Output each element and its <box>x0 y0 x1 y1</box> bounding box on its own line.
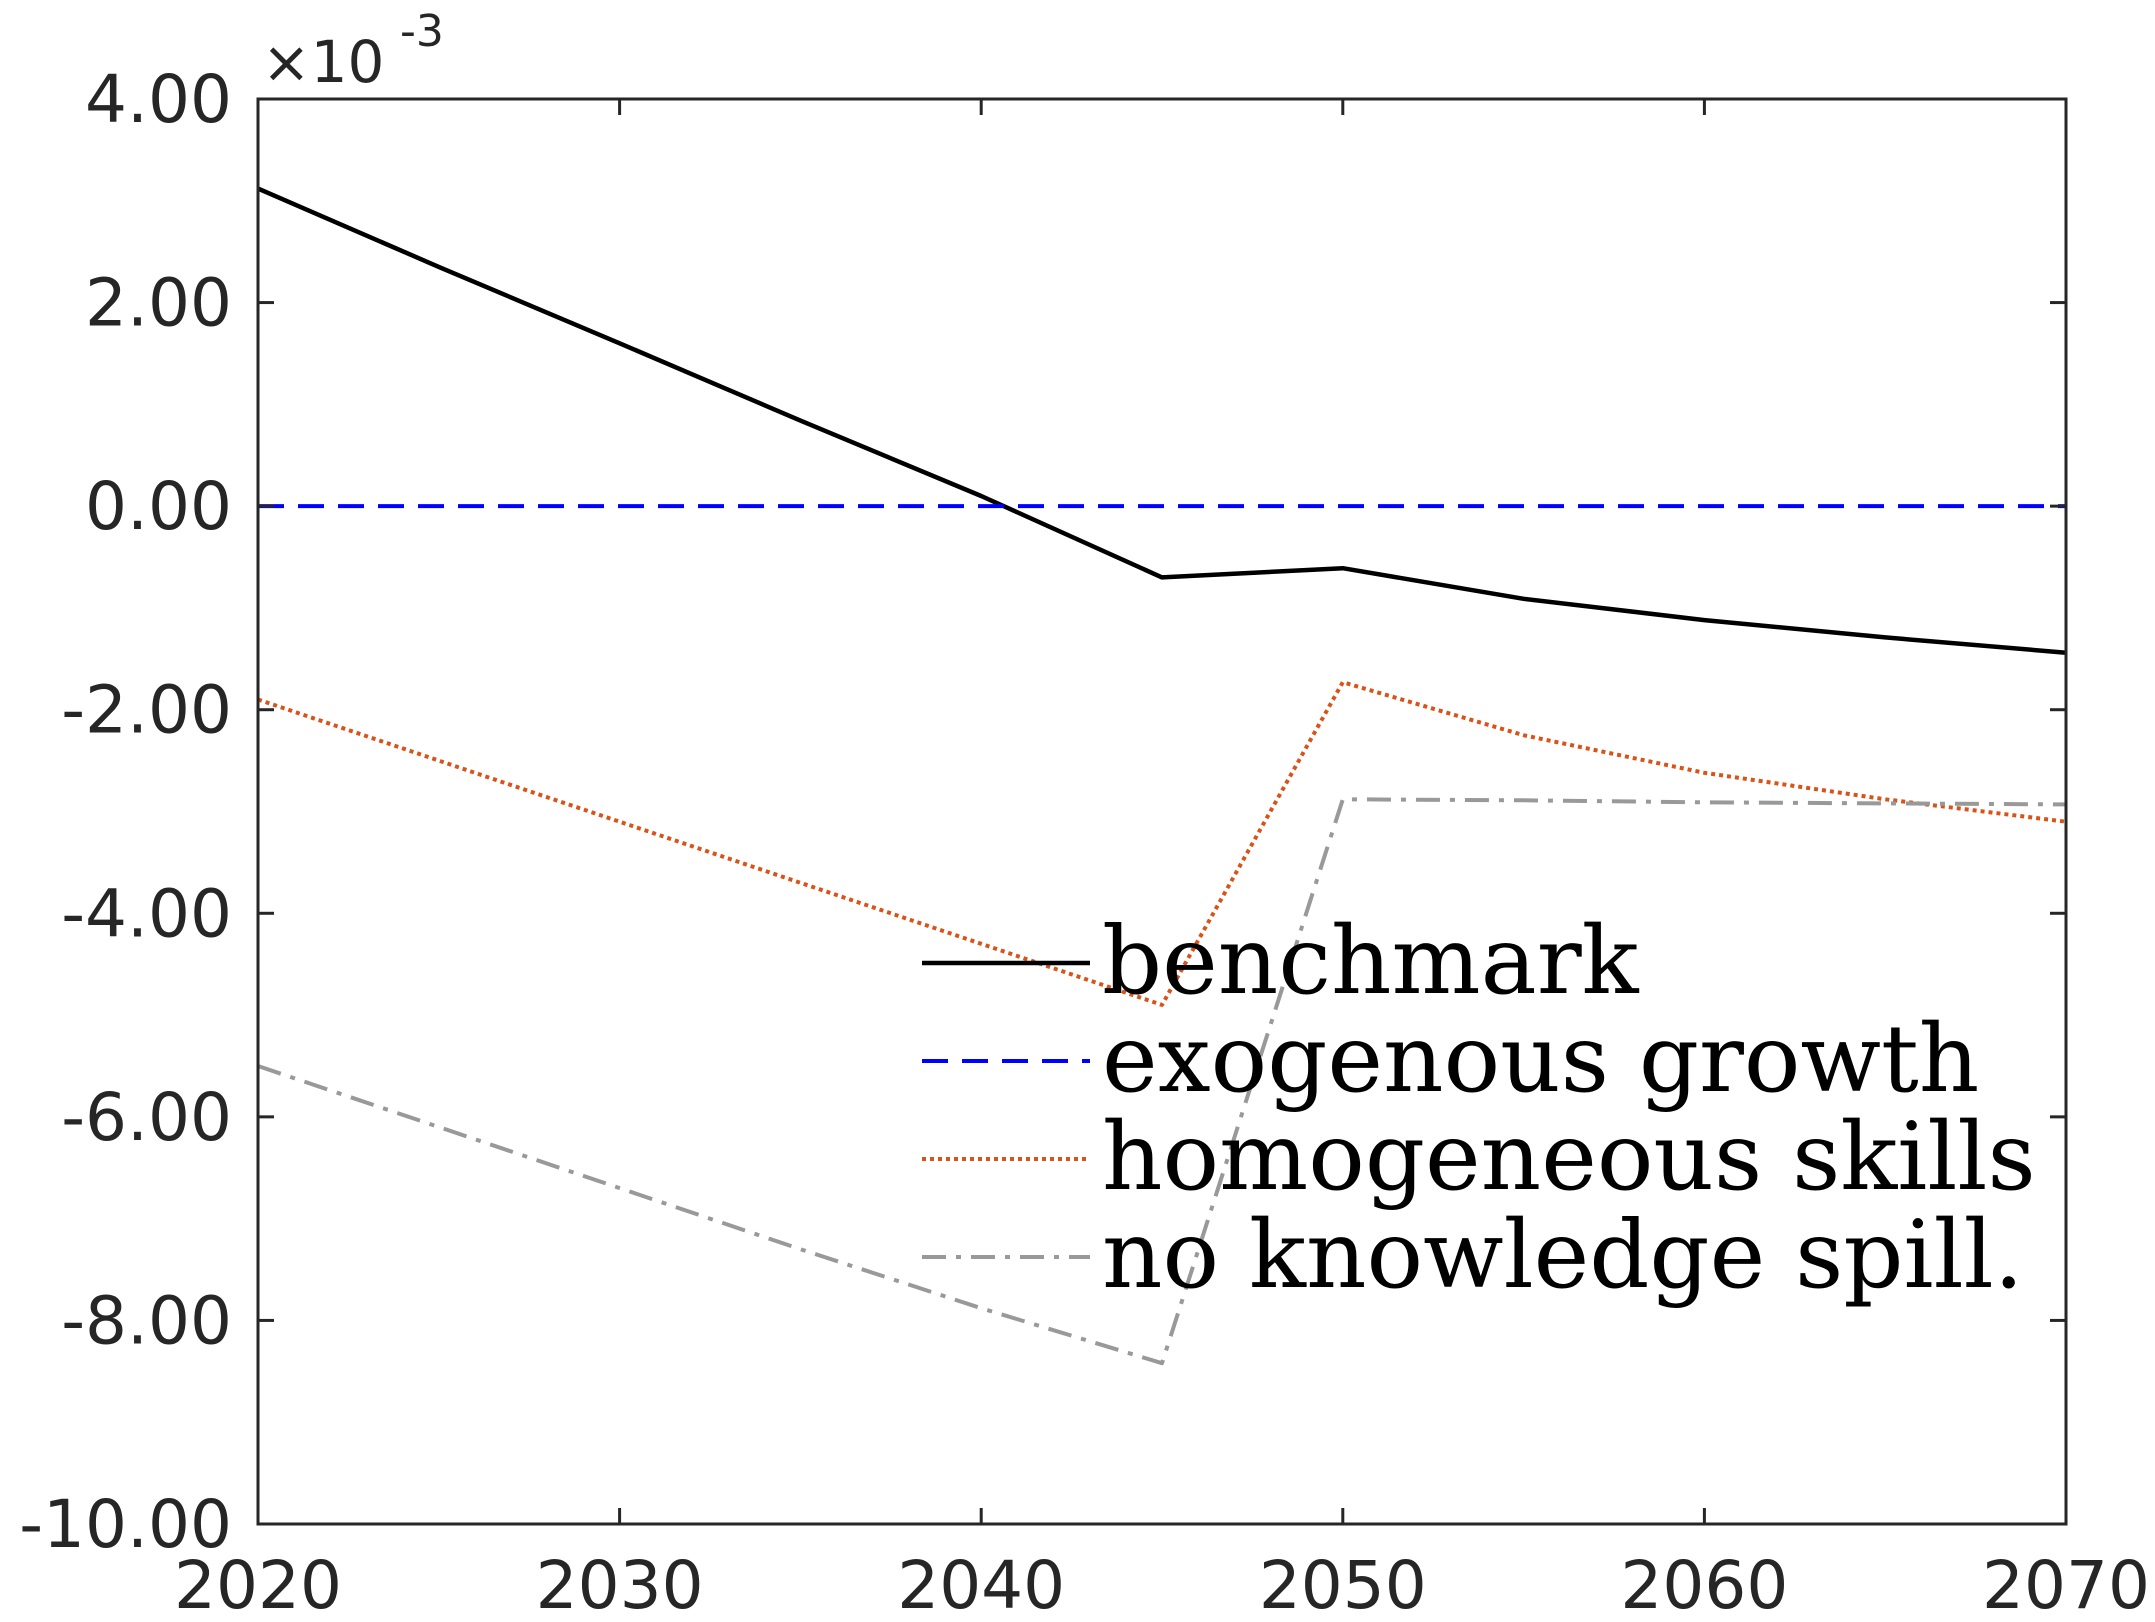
legend-label: homogeneous skills <box>1102 1103 2036 1212</box>
y-tick-label: -4.00 <box>61 875 232 952</box>
legend-label: exogenous growth <box>1102 1005 1979 1114</box>
x-tick-label: 2050 <box>1259 1547 1427 1622</box>
legend-label: no knowledge spill. <box>1102 1201 2024 1310</box>
y-tick-label: 4.00 <box>85 61 232 138</box>
series-line-no-knowledge-spill <box>257 797 2067 1366</box>
plot-area-frame <box>256 97 2068 1526</box>
y-tick-label: -2.00 <box>61 672 232 749</box>
tick-layer: 2020 2030 2040 2050 2060 2070 4.00 2.00 0.00 -2.0… <box>19 61 2150 1622</box>
y-axis-exponent-base: ×10 <box>262 28 384 96</box>
series-line-benchmark <box>257 186 2067 655</box>
x-tick-label: 2070 <box>1982 1547 2150 1622</box>
x-tick-label: 2040 <box>897 1547 1065 1622</box>
legend-label: benchmark <box>1102 907 1640 1016</box>
series-layer <box>257 186 2067 1366</box>
x-tick-label: 2030 <box>536 1547 704 1622</box>
y-tick-label: 0.00 <box>85 468 232 545</box>
y-tick-label: -6.00 <box>61 1079 232 1156</box>
series-line-homogeneous-skills <box>257 680 2067 1007</box>
x-tick-label: 2060 <box>1620 1547 1788 1622</box>
y-tick-label: -10.00 <box>19 1486 232 1563</box>
y-tick-label: 2.00 <box>85 265 232 342</box>
y-axis-exponent-power: -3 <box>400 6 444 57</box>
y-tick-label: -8.00 <box>61 1282 232 1359</box>
x-tick-label: 2020 <box>174 1547 342 1622</box>
